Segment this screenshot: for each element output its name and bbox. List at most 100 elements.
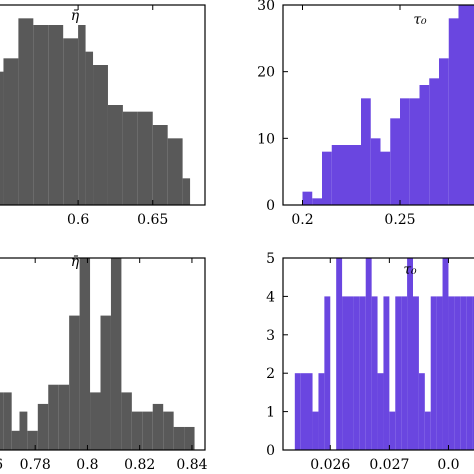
histogram-bar <box>448 18 459 205</box>
y-tick-label: 5 <box>266 251 275 267</box>
histogram-bar <box>312 411 319 450</box>
histogram-bar <box>0 71 4 205</box>
histogram-bar <box>389 411 396 450</box>
histogram-bar <box>424 411 431 450</box>
histogram-bar <box>85 51 94 205</box>
histogram-bar <box>121 392 132 450</box>
y-tick-label: 4 <box>266 289 275 305</box>
x-tick-label: 0.0 <box>437 457 459 473</box>
histogram-bar <box>353 296 360 450</box>
histogram-bar <box>69 315 80 450</box>
histogram-bar <box>152 125 168 205</box>
histogram-bar <box>137 111 153 205</box>
x-tick-label: 0.65 <box>137 212 168 228</box>
histogram-bar <box>163 411 174 450</box>
x-tick-label: 0.8 <box>76 457 98 473</box>
y-tick-label: 30 <box>257 0 275 14</box>
histogram-bar <box>458 5 474 205</box>
x-tick-label: 0.6 <box>67 212 89 228</box>
histogram-bar <box>37 403 49 450</box>
histogram-bar <box>78 25 86 205</box>
y-tick-label: 3 <box>266 328 275 344</box>
histogram-bar <box>122 111 138 205</box>
histogram-bar <box>33 25 49 205</box>
histogram-bar <box>167 138 183 205</box>
histogram-bar <box>436 296 443 450</box>
histogram-bar <box>131 411 143 450</box>
axes-frame <box>282 4 474 206</box>
x-tick-label: 0.78 <box>20 457 51 473</box>
histogram-bar <box>79 258 91 450</box>
histogram-panel-1: 0.6 0.65 η̄ <box>0 4 206 228</box>
histogram-bar <box>182 178 191 205</box>
histogram-bar <box>342 296 348 450</box>
axes-frame <box>0 257 206 451</box>
histogram-bar <box>322 151 332 205</box>
histogram-bar <box>370 138 381 205</box>
y-tick-label: 0 <box>266 198 275 214</box>
histogram-bar <box>107 105 123 205</box>
histogram-bar <box>302 191 313 205</box>
y-tick-label: 20 <box>257 65 275 81</box>
histogram-bar <box>383 296 390 450</box>
histogram-bar <box>0 392 4 450</box>
histogram-bar <box>11 430 20 450</box>
histogram-bar <box>58 384 70 450</box>
y-tick-label: 2 <box>266 366 275 382</box>
histogram-bar <box>110 258 122 450</box>
histogram-bar <box>348 296 354 450</box>
histogram-bar <box>300 373 313 450</box>
histogram-bar <box>90 392 101 450</box>
x-tick-label: 0.2 <box>291 212 313 228</box>
histogram-bar <box>294 373 301 450</box>
x-tick-label: 0.026 <box>310 457 350 473</box>
bar-group <box>294 258 474 450</box>
histogram-bar <box>413 296 419 450</box>
histogram-bar <box>318 373 325 450</box>
histogram-bar <box>419 85 430 205</box>
histogram-panel-4: 0.026 0.027 0.0 0 1 2 3 4 5 τ₀ <box>266 251 474 473</box>
histogram-bar <box>400 98 410 205</box>
x-tick-label: 0.027 <box>369 457 409 473</box>
histogram-bar <box>371 296 378 450</box>
x-tick-label: 0.82 <box>124 457 155 473</box>
histogram-bar <box>142 411 153 450</box>
histogram-bar <box>19 411 28 450</box>
histogram-bar <box>48 25 64 205</box>
histogram-bar <box>401 296 408 450</box>
histogram-bar <box>407 258 413 450</box>
histogram-bar <box>324 296 331 450</box>
histogram-bar <box>48 384 59 450</box>
histogram-panel-2: 0.2 0.25 0 10 20 30 τ₀ <box>257 0 474 228</box>
histogram-bar <box>395 296 402 450</box>
histogram-bar <box>365 258 372 450</box>
x-tick-label: 0.84 <box>176 457 207 473</box>
histogram-bar <box>341 145 361 205</box>
histogram-bar <box>331 145 342 205</box>
axes-frame <box>0 4 206 206</box>
histogram-bar <box>100 315 111 450</box>
histogram-bar <box>466 296 473 450</box>
panel-title: η̄ <box>71 8 80 24</box>
histogram-bar <box>430 296 437 450</box>
histogram-panel-3: 0.78 0.8 0.82 0.84 6 η̄ <box>0 254 208 473</box>
histogram-bar <box>361 98 371 205</box>
histogram-bar <box>173 426 185 450</box>
histogram-bar <box>442 258 449 450</box>
bar-group <box>0 18 191 205</box>
histogram-bar <box>3 392 12 450</box>
histogram-bar <box>152 403 164 450</box>
panel-title: η̄ <box>71 254 80 270</box>
bar-group <box>302 5 474 205</box>
bar-group <box>0 258 195 450</box>
histogram-bar <box>93 65 108 205</box>
histogram-bar <box>184 426 195 450</box>
histogram-bar <box>63 38 79 205</box>
axes-frame <box>282 257 474 451</box>
panel-title: τ₀ <box>413 12 427 28</box>
histogram-bar <box>377 373 384 450</box>
x-tick-label: 0.25 <box>384 212 415 228</box>
panel-title: τ₀ <box>403 262 417 278</box>
histogram-bar <box>390 118 400 205</box>
